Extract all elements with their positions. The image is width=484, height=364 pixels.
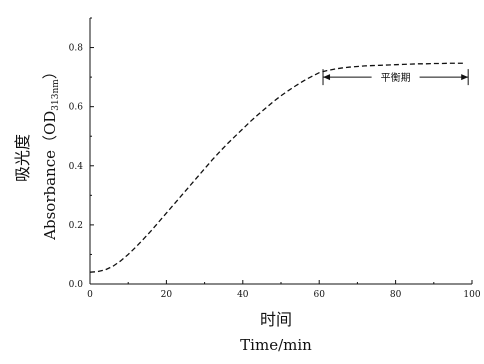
y-tick-label: 0.0: [69, 280, 84, 290]
annotation-left-arrowhead: [323, 74, 331, 81]
x-tick-label: 40: [237, 290, 249, 300]
y-axis-title-en-close: ）: [41, 64, 59, 79]
y-axis-title-en: Absorbance（OD313nm）: [41, 64, 61, 241]
y-tick-label: 0.6: [69, 103, 84, 113]
axes: [89, 18, 472, 285]
x-axis-title-cn: 时间: [260, 310, 292, 329]
y-tick-label: 0.2: [69, 221, 83, 231]
x-axis-title-en: Time/min: [240, 336, 312, 354]
annotation-label: 平衡期: [381, 72, 411, 84]
annotation-right-arrowhead: [461, 74, 469, 81]
y-axis-title-cn: 吸光度: [13, 134, 32, 182]
y-tick-label: 0.8: [69, 44, 84, 54]
x-tick-label: 20: [161, 290, 173, 300]
annotation-layer: 平衡期: [322, 69, 469, 86]
series-layer: [89, 62, 465, 273]
y-axis-title-cn-group: 吸光度: [13, 134, 32, 182]
x-tick-label: 0: [87, 290, 93, 300]
series-line-0: [89, 62, 465, 273]
x-tick-label: 100: [463, 290, 480, 300]
ticks: 0 20 40 60 80 100 0.0 0.2 0.4 0.6 0.8: [69, 17, 481, 300]
y-tick-label: 0.4: [69, 162, 84, 172]
y-axis-title-en-group: Absorbance（OD313nm）: [41, 64, 61, 241]
x-tick-label: 60: [313, 290, 325, 300]
x-tick-label: 80: [390, 290, 402, 300]
y-axis-title-en-main: Absorbance（OD: [41, 111, 59, 241]
y-axis-title-en-sub: 313nm: [51, 79, 61, 111]
